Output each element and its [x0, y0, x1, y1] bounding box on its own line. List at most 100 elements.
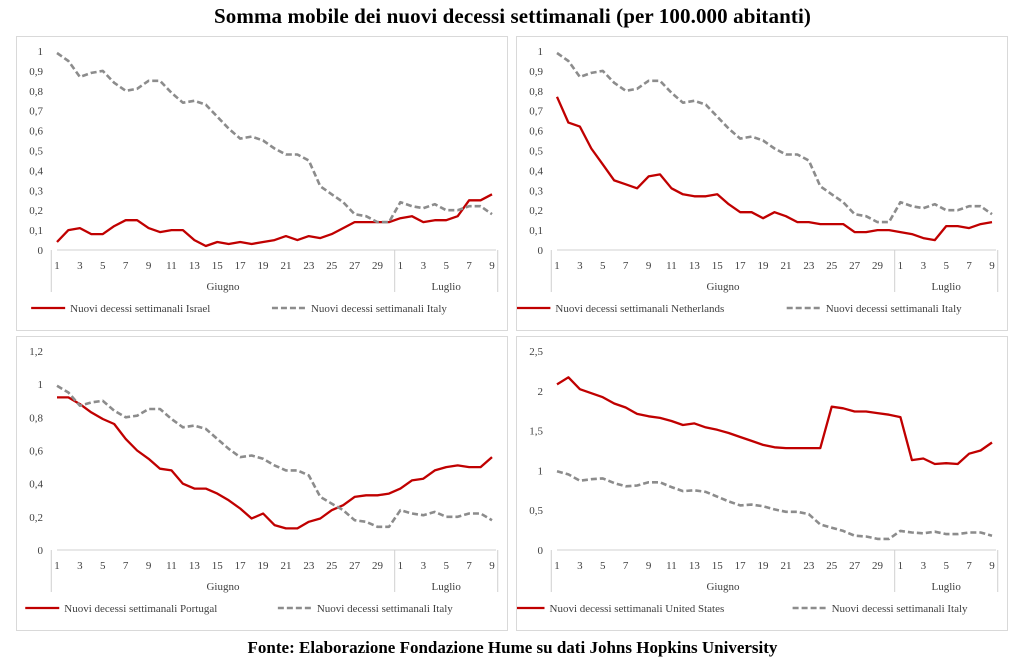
chart-0-x-tick-label: 25 — [326, 260, 338, 272]
chart-2-series-line-1 — [56, 384, 493, 529]
chart-3-x-tick-label: 5 — [600, 560, 606, 572]
chart-0-x-tick-label: 9 — [146, 260, 152, 272]
chart-3-y-tick-label: 2,5 — [529, 346, 543, 358]
chart-2-y-tick-label: 0,6 — [29, 446, 43, 458]
chart-1-x-tick-label: 17 — [735, 260, 747, 272]
chart-1-x-tick-label: 5 — [600, 260, 606, 272]
chart-3-y-tick-label: 0 — [538, 545, 544, 557]
chart-0-y-tick-label: 0,3 — [29, 185, 43, 197]
chart-2-x-tick-label: 25 — [326, 560, 338, 572]
chart-0-x-tick-label: 15 — [212, 260, 224, 272]
chart-1-series-line-0 — [555, 96, 993, 242]
chart-0-x-tick-label: 19 — [258, 260, 270, 272]
chart-0-x-tick-label: 5 — [100, 260, 106, 272]
chart-1-x-tick-label: 9 — [989, 260, 995, 272]
chart-2-x-tick-label: 23 — [303, 560, 315, 572]
chart-0-x-tick-label: 21 — [280, 260, 291, 272]
chart-1-x-tick-label: 7 — [623, 260, 629, 272]
chart-1-x-tick-label: 1 — [554, 260, 560, 272]
chart-1-x-tick-label: 9 — [646, 260, 652, 272]
chart-3-y-tick-label: 2 — [538, 386, 544, 398]
chart-1-x-tick-label: 7 — [966, 260, 972, 272]
chart-1-y-tick-label: 0,8 — [529, 86, 543, 98]
chart-0-y-tick-label: 1 — [38, 46, 44, 58]
chart-2-y-tick-label: 0,4 — [29, 479, 43, 491]
chart-1-y-tick-label: 0,4 — [529, 165, 543, 177]
chart-1-y-tick-label: 0,9 — [529, 66, 543, 78]
chart-2-series-line-0 — [57, 396, 493, 530]
chart-2-x-tick-label: 1 — [54, 560, 60, 572]
chart-3-x-tick-label: 23 — [803, 560, 815, 572]
chart-1-x-tick-label: 21 — [780, 260, 791, 272]
chart-3-y-tick-label: 0,5 — [529, 505, 543, 517]
source-note: Fonte: Elaborazione Fondazione Hume su d… — [247, 638, 778, 657]
chart-0-legend-label-1: Nuovi decessi settimanali Italy — [311, 303, 447, 315]
chart-1-x-tick-label: 19 — [758, 260, 770, 272]
chart-3-x-tick-label: 13 — [689, 560, 701, 572]
chart-3-series-line-1 — [556, 469, 993, 541]
chart-1-x-tick-label: 15 — [712, 260, 724, 272]
chart-3-x-tick-label: 29 — [872, 560, 884, 572]
chart-1-x-tick-label: 27 — [849, 260, 861, 272]
chart-0-group-label: Luglio — [432, 281, 462, 293]
chart-1-y-tick-label: 0,5 — [529, 146, 543, 158]
chart-1-y-tick-label: 1 — [538, 46, 544, 58]
chart-panel-netherlands: 0 0,1 0,2 0,3 0,4 0,5 0,6 0,7 0,8 0,9 1 1 3 5 7 9 11 13 15… — [516, 36, 1008, 331]
chart-1-x-tick-label: 29 — [872, 260, 884, 272]
chart-3-legend-label-0: Nuovi decessi settimanali United States — [550, 603, 725, 615]
chart-3-y-tick-label: 1 — [538, 465, 544, 477]
chart-1-series-line-1 — [556, 51, 993, 224]
chart-3-x-tick-label: 21 — [780, 560, 791, 572]
chart-1-x-tick-label: 13 — [689, 260, 701, 272]
chart-3-x-tick-label: 3 — [577, 560, 583, 572]
chart-1-y-tick-label: 0,7 — [529, 106, 543, 118]
chart-svg-netherlands: 00,10,20,30,40,50,60,70,80,911 3 5 7 9 11 13 15… — [517, 46, 999, 315]
chart-2-x-tick-label: 17 — [235, 560, 247, 572]
chart-2-group-label: Luglio — [432, 581, 462, 593]
chart-1-y-tick-label: 0,3 — [529, 185, 543, 197]
chart-2-y-tick-label: 0 — [38, 545, 44, 557]
chart-2-x-tick-label: 15 — [212, 560, 224, 572]
chart-0-x-tick-label: 3 — [421, 260, 427, 272]
chart-1-x-tick-label: 5 — [943, 260, 949, 272]
chart-3-series-line-0 — [556, 376, 993, 466]
chart-0-y-tick-label: 0,5 — [29, 146, 43, 158]
chart-2-x-tick-label: 5 — [100, 560, 106, 572]
chart-0-y-tick-label: 0,7 — [29, 106, 43, 118]
chart-3-x-tick-label: 1 — [554, 560, 560, 572]
chart-title: Somma mobile dei nuovi decessi settimana… — [213, 4, 812, 28]
chart-0-x-tick-label: 23 — [303, 260, 315, 272]
chart-1-y-tick-label: 0,6 — [529, 126, 543, 138]
chart-2-legend-label-0: Nuovi decessi settimanali Portugal — [64, 603, 217, 615]
chart-3-x-tick-label: 3 — [921, 560, 927, 572]
chart-1-x-tick-label: 1 — [898, 260, 904, 272]
chart-3-x-tick-label: 7 — [623, 560, 629, 572]
chart-3-x-tick-label: 15 — [712, 560, 724, 572]
chart-3-y-tick-label: 1,5 — [529, 426, 543, 438]
chart-3-x-tick-label: 7 — [966, 560, 972, 572]
chart-2-x-tick-label: 29 — [372, 560, 384, 572]
chart-0-x-tick-label: 13 — [189, 260, 201, 272]
chart-3-x-tick-label: 9 — [646, 560, 652, 572]
chart-0-x-tick-label: 1 — [54, 260, 60, 272]
chart-2-x-tick-label: 5 — [443, 560, 449, 572]
chart-0-x-tick-label: 17 — [235, 260, 247, 272]
chart-3-x-tick-label: 19 — [758, 560, 770, 572]
chart-0-x-tick-label: 7 — [123, 260, 129, 272]
chart-0-y-tick-label: 0,1 — [29, 225, 43, 237]
chart-svg-israel: 00,10,20,30,40,50,60,70,80,911 3 5 7 9 11 13 15… — [29, 46, 499, 315]
chart-0-x-tick-label: 7 — [466, 260, 472, 272]
chart-2-y-tick-label: 0,8 — [29, 412, 43, 424]
chart-2-x-tick-label: 9 — [489, 560, 495, 572]
chart-0-x-tick-label: 3 — [77, 260, 83, 272]
chart-svg-portugal: 00,20,40,60,811,21 3 5 7 9 11 13 15 17 19 21 23 25 27… — [25, 346, 499, 615]
chart-2-x-tick-label: 7 — [123, 560, 129, 572]
chart-panel-portugal: 0 0,2 0,4 0,6 0,8 1 1,2 1 3 5 7 9 11 13 15 17 19 21 23 25 27… — [16, 336, 508, 631]
chart-svg-united-states: 00,511,522,51 3 5 7 9 11 13 15 17 19 21 23 25 27 29 1 3 5… — [517, 346, 999, 615]
chart-1-y-tick-label: 0,1 — [529, 225, 543, 237]
chart-1-legend-label-1: Nuovi decessi settimanali Italy — [826, 303, 962, 315]
chart-0-series-line-1 — [56, 51, 493, 224]
chart-2-y-tick-label: 1 — [38, 379, 44, 391]
chart-0-y-tick-label: 0,2 — [29, 205, 43, 217]
chart-3-legend-label-1: Nuovi decessi settimanali Italy — [832, 603, 968, 615]
